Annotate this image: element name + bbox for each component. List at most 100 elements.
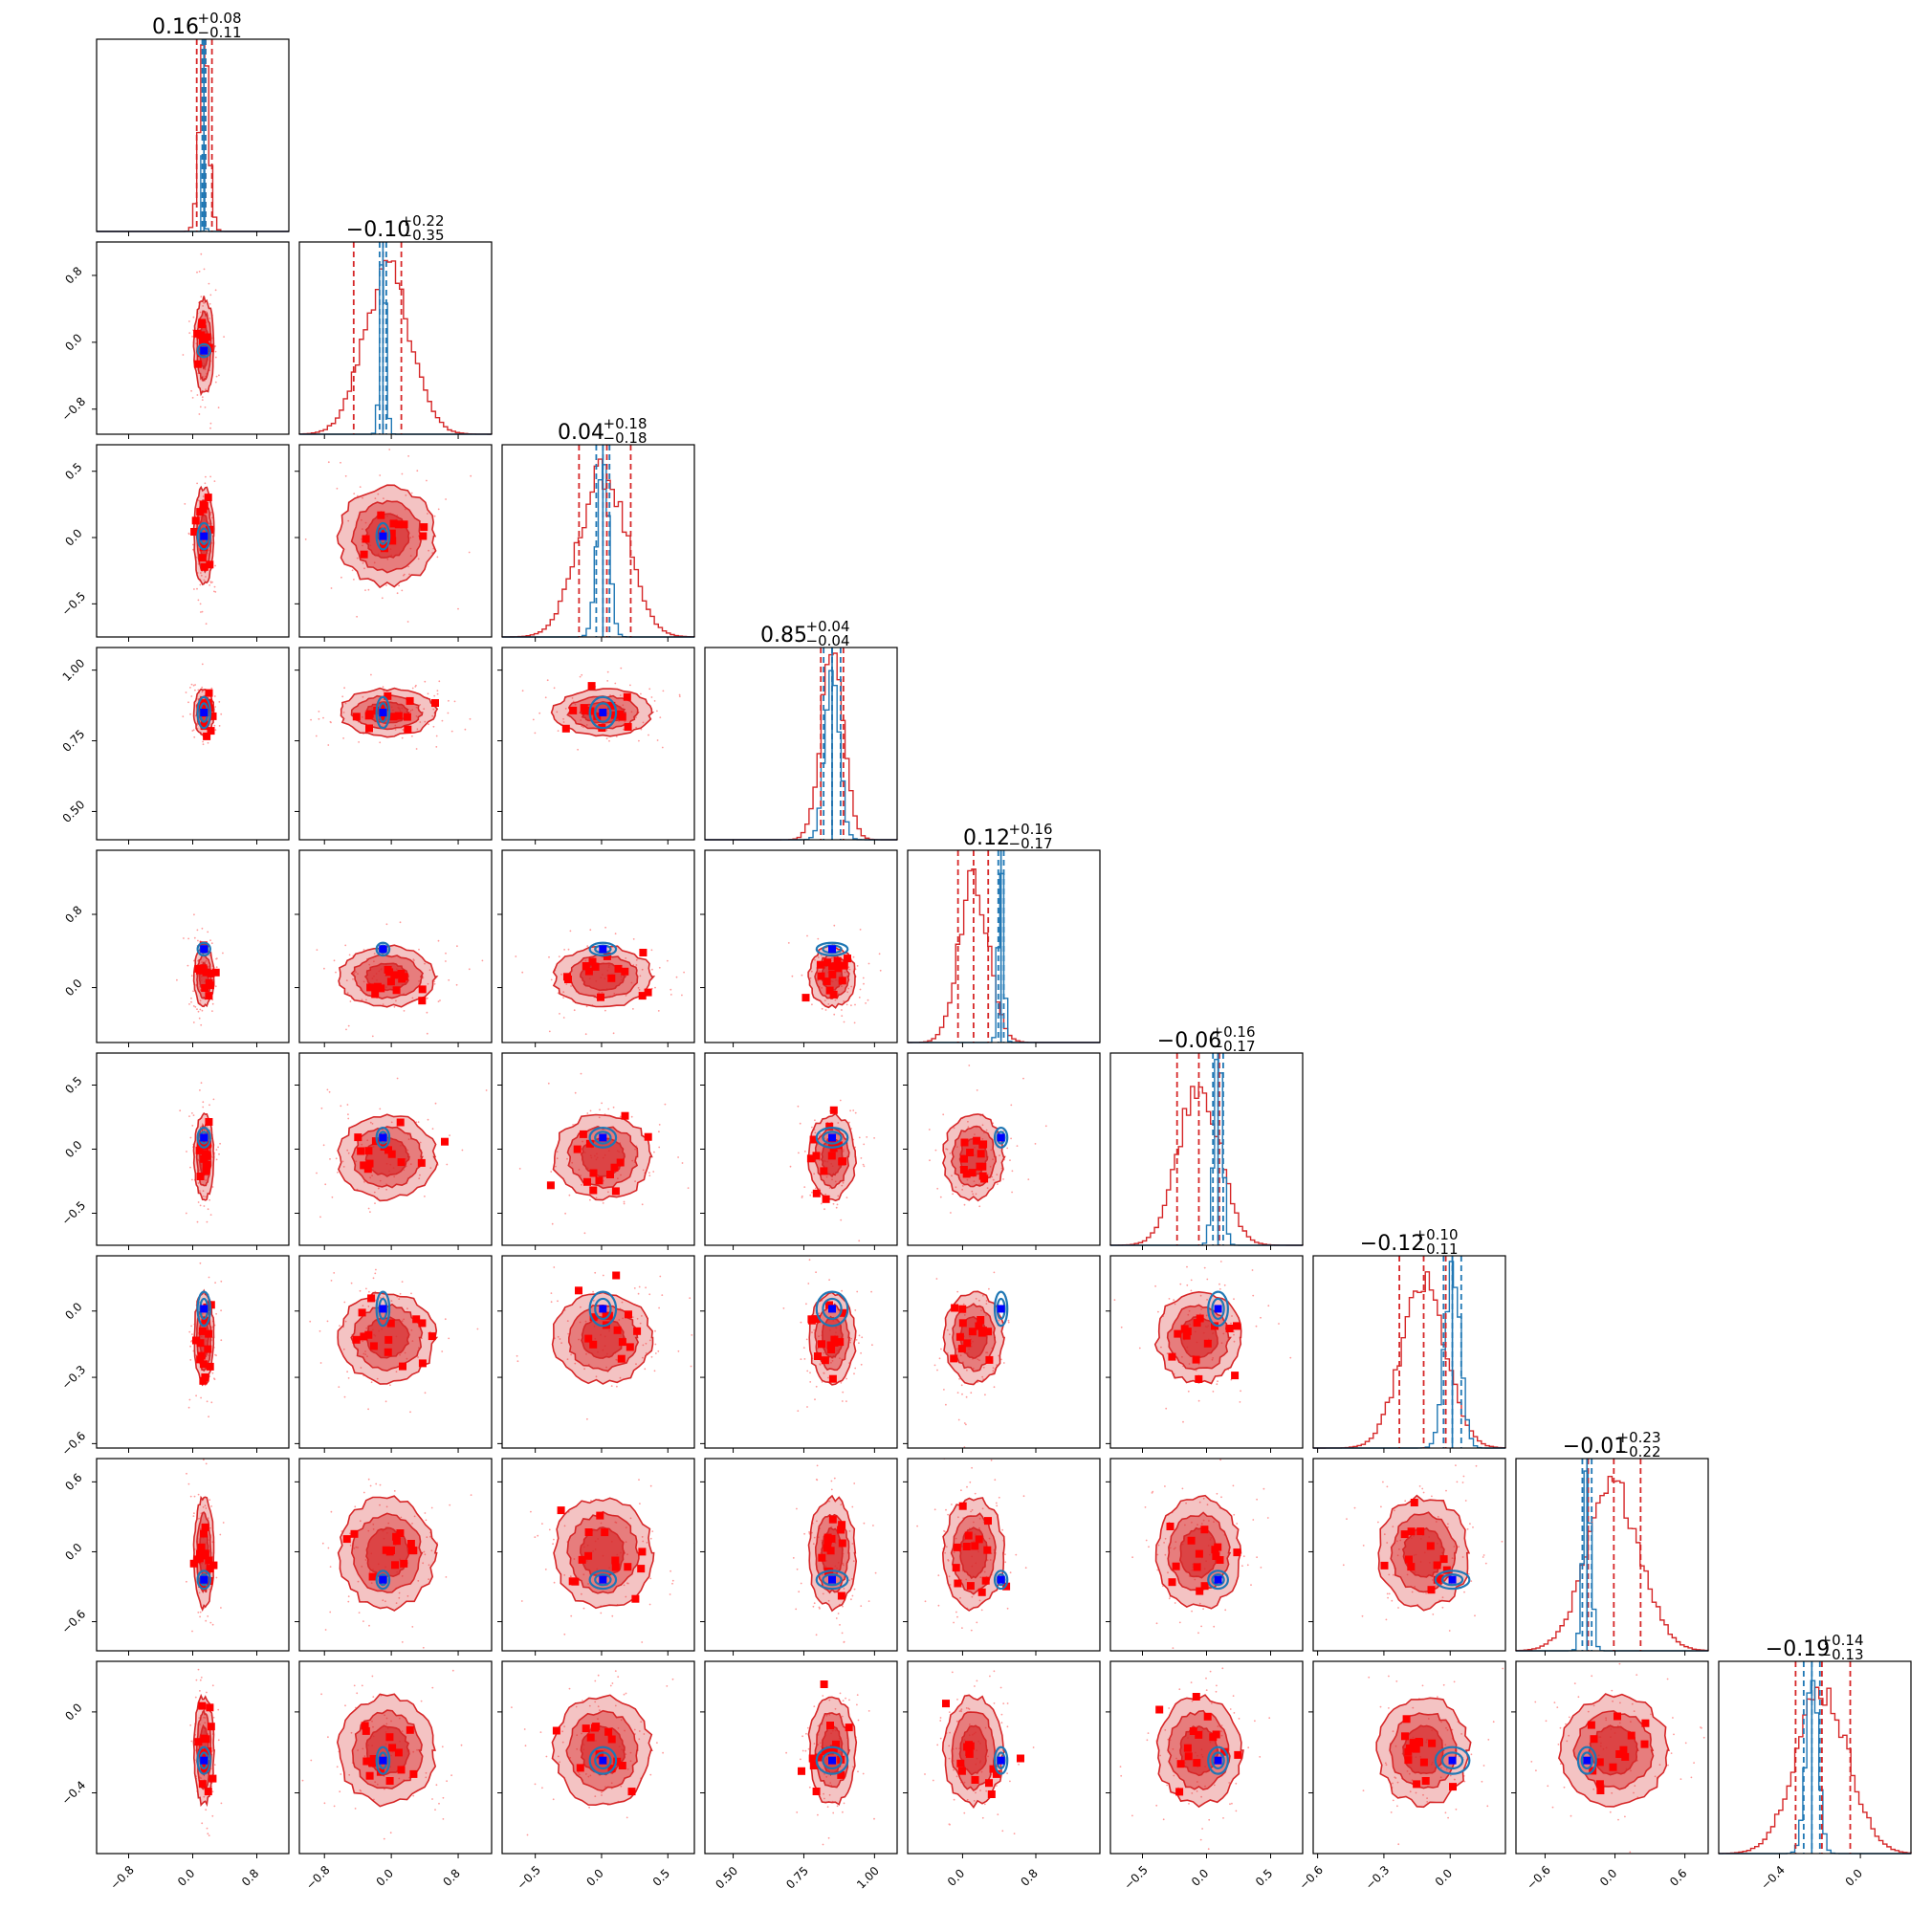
scatter-point: [322, 716, 324, 719]
scatter-point: [594, 1701, 597, 1703]
scatter-point: [362, 715, 363, 718]
scatter-point: [817, 1347, 819, 1350]
scatter-point: [834, 1707, 837, 1710]
scatter-point: [432, 725, 435, 728]
scatter-point: [192, 543, 194, 546]
panel-frame: [704, 647, 898, 841]
scatter-point: [1006, 1147, 1009, 1150]
scatter-point: [582, 726, 584, 728]
scatter-point: [548, 1528, 551, 1531]
scatter-point: [648, 1175, 651, 1176]
scatter-point: [470, 474, 472, 477]
sample-marker: [1192, 1693, 1200, 1701]
panel-frame: [1312, 1660, 1506, 1855]
scatter-point: [1213, 1784, 1216, 1787]
scatter-point: [677, 1156, 679, 1158]
sample-marker: [801, 994, 810, 1002]
scatter-point: [336, 1766, 339, 1768]
sample-marker: [1166, 1523, 1175, 1530]
scatter-point: [814, 1187, 817, 1190]
y-tick-label: −0.4: [59, 1778, 89, 1808]
scatter-point: [1670, 1752, 1673, 1754]
scatter-point: [182, 715, 185, 717]
scatter-point: [406, 1149, 409, 1152]
sample-marker: [377, 511, 385, 519]
scatter-point: [398, 584, 400, 587]
scatter-point: [999, 1154, 1000, 1156]
sample-marker: [601, 1528, 609, 1537]
scatter-point: [1206, 1278, 1209, 1281]
scatter-point: [633, 1287, 636, 1289]
scatter-point: [1611, 1689, 1614, 1692]
scatter-point: [1396, 1781, 1399, 1784]
scatter-point: [588, 1704, 591, 1707]
scatter-point: [404, 508, 406, 511]
scatter-point: [1168, 1597, 1171, 1600]
scatter-point: [209, 1526, 211, 1529]
scatter-point: [832, 1202, 835, 1205]
scatter-point: [208, 1834, 210, 1836]
scatter-point: [827, 1376, 829, 1379]
narrow-posterior-histogram: [299, 264, 492, 435]
scatter-point: [460, 1744, 463, 1746]
sample-marker: [199, 1360, 208, 1369]
scatter-point: [200, 572, 202, 574]
scatter-point: [461, 1149, 464, 1152]
narrow-contour: [993, 1127, 1009, 1149]
scatter-point: [187, 964, 189, 967]
truth-marker: [828, 1575, 837, 1584]
scatter-point: [367, 1529, 370, 1532]
scatter-point: [588, 1806, 590, 1809]
sample-marker: [603, 952, 611, 960]
scatter-point: [200, 296, 203, 298]
scatter-point: [658, 1306, 660, 1309]
scatter-point: [626, 1816, 628, 1819]
scatter-point: [382, 686, 384, 689]
scatter-point: [825, 1714, 828, 1717]
sample-marker: [1225, 1325, 1234, 1332]
wide-posterior-histogram: [1109, 1086, 1303, 1246]
sample-marker: [821, 1356, 829, 1365]
sample-marker: [1404, 1747, 1413, 1756]
scatter-point: [1006, 1607, 1009, 1610]
scatter-point: [1535, 1769, 1537, 1772]
scatter-point: [800, 1321, 802, 1324]
sample-marker: [1200, 1526, 1209, 1534]
scatter-point: [961, 1189, 963, 1191]
sample-marker: [1168, 1578, 1176, 1587]
scatter-point: [530, 1510, 532, 1513]
x-tick-label: 0.5: [1253, 1866, 1275, 1888]
scatter-point: [1437, 1696, 1438, 1698]
scatter-point: [837, 1857, 839, 1859]
truth-marker: [599, 1756, 607, 1765]
scatter-point: [194, 689, 196, 692]
scatter-point: [585, 1005, 588, 1008]
panel-frame: [298, 241, 493, 435]
scatter-point: [537, 1534, 539, 1537]
scatter-point: [625, 1595, 627, 1598]
scatter-point: [197, 499, 200, 502]
scatter-point: [1617, 1818, 1619, 1821]
scatter-point: [550, 1292, 553, 1294]
scatter-point: [1229, 1803, 1231, 1806]
sample-marker: [207, 969, 215, 977]
scatter-point: [863, 1522, 866, 1525]
scatter-point: [640, 692, 642, 695]
sample-marker: [1195, 1374, 1203, 1383]
histogram-panel-2: [298, 241, 493, 435]
sample-marker: [190, 528, 199, 536]
scatter-point: [613, 1454, 615, 1456]
scatter-point: [214, 706, 217, 708]
narrow-contour: [815, 1745, 849, 1775]
scatter-point: [971, 1508, 974, 1511]
scatter-point: [1666, 1678, 1669, 1680]
wide-posterior-histogram: [298, 259, 493, 435]
scatter-point: [848, 968, 851, 971]
sample-marker: [826, 1341, 835, 1350]
scatter-point: [658, 966, 661, 969]
scatter-point: [199, 603, 202, 605]
sample-marker: [593, 712, 602, 720]
scatter-point: [1260, 1567, 1262, 1569]
scatter-point: [990, 1459, 993, 1461]
scatter-point: [650, 1355, 653, 1358]
